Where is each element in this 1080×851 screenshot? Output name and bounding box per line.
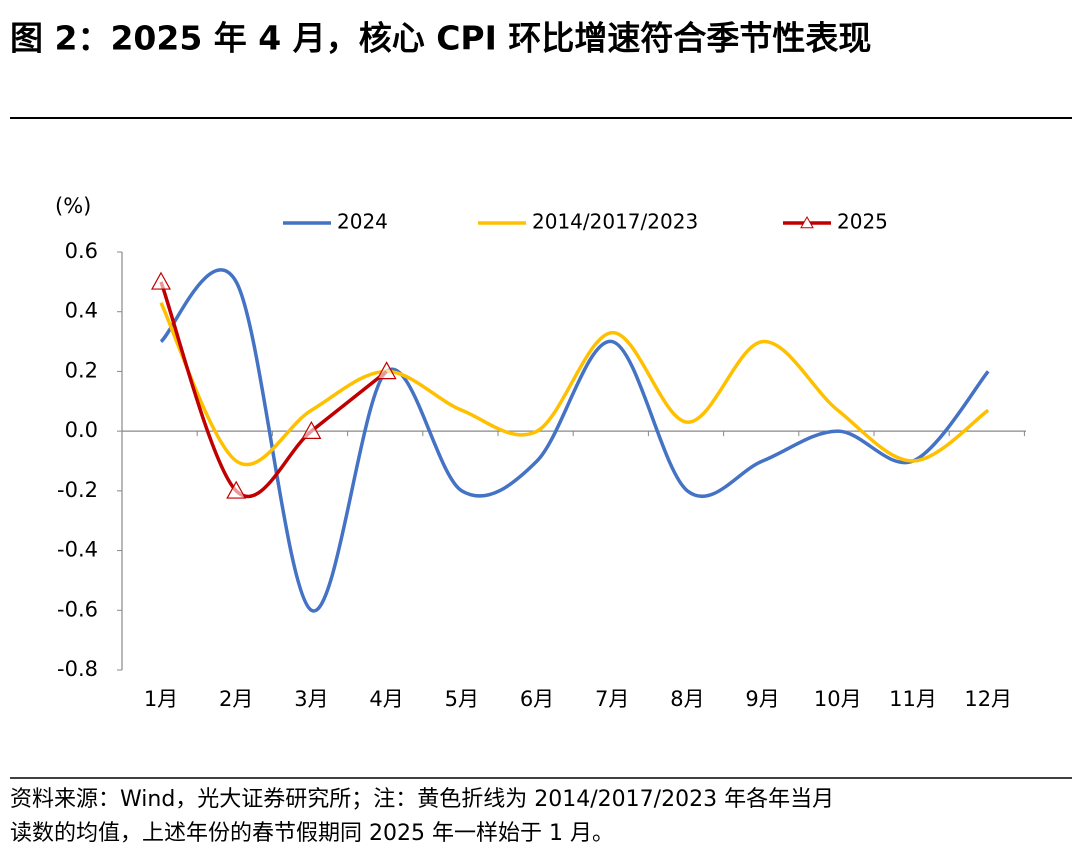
legend-label: 2024 <box>337 210 388 234</box>
y-tick-label: -0.8 <box>57 657 98 681</box>
x-tick-label: 2月 <box>219 687 253 711</box>
data-point <box>226 480 247 499</box>
y-tick-label: 0.2 <box>65 358 98 382</box>
x-tick-label: 7月 <box>595 687 629 711</box>
y-tick-label: -0.6 <box>57 597 98 621</box>
legend-label: 2014/2017/2023 <box>532 210 698 234</box>
series-line <box>159 302 990 467</box>
y-tick-label: 0.4 <box>65 299 98 323</box>
legend-label: 2025 <box>837 210 888 234</box>
chart-title: 图 2：2025 年 4 月，核心 CPI 环比增速符合季节性表现 <box>10 19 871 58</box>
x-tick-label: 9月 <box>745 687 779 711</box>
x-tick-label: 10月 <box>814 687 862 711</box>
y-tick-label: 0.6 <box>65 239 98 263</box>
series-line <box>159 281 388 499</box>
y-axis-label: (%) <box>55 194 91 218</box>
data-point <box>376 361 397 380</box>
x-tick-label: 4月 <box>369 687 403 711</box>
y-tick-label: -0.4 <box>57 538 98 562</box>
series-line <box>159 268 990 613</box>
x-tick-label: 1月 <box>144 687 178 711</box>
x-tick-label: 6月 <box>520 687 554 711</box>
x-tick-label: 11月 <box>889 687 937 711</box>
footer-line: 读数的均值，上述年份的春节假期同 2025 年一样始于 1 月。 <box>10 821 614 846</box>
y-tick-label: -0.2 <box>57 478 98 502</box>
x-tick-label: 12月 <box>964 687 1012 711</box>
x-tick-label: 5月 <box>445 687 479 711</box>
data-point <box>150 271 172 290</box>
footer-line: 资料来源：Wind，光大证券研究所；注：黄色折线为 2014/2017/2023… <box>10 787 834 812</box>
legend-marker <box>800 215 814 229</box>
data-point <box>301 420 322 439</box>
x-tick-label: 8月 <box>670 687 704 711</box>
x-tick-label: 3月 <box>294 687 328 711</box>
y-tick-label: 0.0 <box>65 418 98 442</box>
